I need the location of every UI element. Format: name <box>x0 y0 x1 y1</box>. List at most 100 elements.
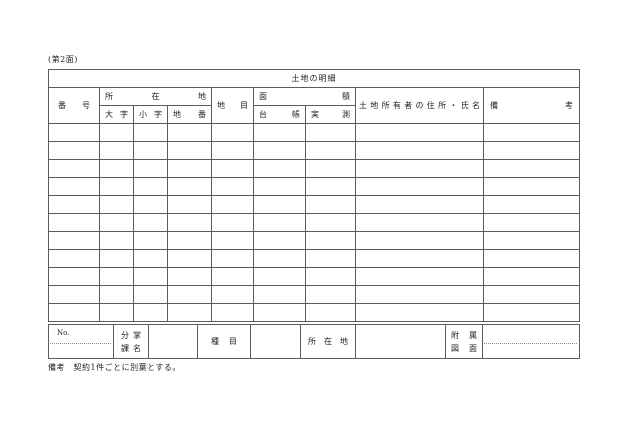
empty-data-cell <box>355 177 484 196</box>
empty-data-cell <box>99 285 134 304</box>
division-label-line1: 分掌 <box>121 330 141 340</box>
no-cell: No. <box>48 324 114 359</box>
empty-data-cell <box>253 123 306 142</box>
empty-data-cell <box>253 195 306 214</box>
empty-data-cell <box>355 213 484 232</box>
attachment-label-cell: 附属 図面 <box>445 324 483 359</box>
empty-data-cell <box>133 141 168 160</box>
col-header-daicho: 台帳 <box>253 105 306 124</box>
title-row: 土地の明細 <box>47 69 581 88</box>
empty-data-cell <box>482 303 581 322</box>
empty-data-cell <box>48 303 100 322</box>
empty-data-cell <box>305 177 356 196</box>
empty-data-cell <box>482 141 581 160</box>
no-dotted-line <box>50 343 111 344</box>
empty-data-cell <box>133 303 168 322</box>
empty-data-row <box>48 123 581 142</box>
empty-data-cell <box>99 303 134 322</box>
empty-data-cell <box>99 123 134 142</box>
empty-data-cell <box>167 195 212 214</box>
col-header-owner: 土地所有者の住所・氏名 <box>355 87 484 124</box>
table-title: 土地の明細 <box>47 69 581 88</box>
empty-data-cell <box>167 177 212 196</box>
empty-data-cell <box>253 267 306 286</box>
empty-data-cell <box>211 285 254 304</box>
empty-data-cell <box>133 123 168 142</box>
division-label-cell: 分掌 課名 <box>113 324 149 359</box>
empty-data-cell <box>48 195 100 214</box>
empty-data-cell <box>99 141 134 160</box>
empty-data-cell <box>211 213 254 232</box>
empty-data-cell <box>99 267 134 286</box>
no-label: No. <box>57 329 70 337</box>
header-row-1: 番号 所在地 地目 面積 土地所有者の住所・氏名 備考 <box>48 87 581 124</box>
empty-data-cell <box>167 141 212 160</box>
empty-data-cell <box>167 213 212 232</box>
col-header-location: 所在地 <box>99 87 212 106</box>
col-header-number: 番号 <box>48 87 100 124</box>
col-header-chimoku: 地目 <box>211 87 254 124</box>
empty-data-cell <box>253 231 306 250</box>
empty-data-cell <box>48 159 100 178</box>
form-note: 備考 契約1件ごとに別葉とする。 <box>48 363 181 372</box>
empty-data-row <box>48 249 581 268</box>
empty-data-cell <box>167 159 212 178</box>
empty-data-cell <box>133 285 168 304</box>
empty-data-cell <box>167 123 212 142</box>
empty-data-cell <box>99 195 134 214</box>
empty-data-cell <box>482 231 581 250</box>
category-value-cell <box>250 324 301 359</box>
empty-data-cell <box>48 213 100 232</box>
footer-location-value-cell <box>355 324 446 359</box>
division-value-cell <box>148 324 198 359</box>
empty-data-cell <box>211 249 254 268</box>
empty-data-row <box>48 213 581 232</box>
empty-data-cell <box>305 267 356 286</box>
empty-data-cell <box>167 267 212 286</box>
empty-data-cell <box>355 249 484 268</box>
col-header-jissoku: 実測 <box>305 105 356 124</box>
empty-data-cell <box>482 249 581 268</box>
empty-data-cell <box>167 303 212 322</box>
empty-data-cell <box>211 231 254 250</box>
empty-data-cell <box>253 249 306 268</box>
empty-data-cell <box>99 213 134 232</box>
empty-data-row <box>48 177 581 196</box>
empty-data-cell <box>167 249 212 268</box>
empty-data-cell <box>253 177 306 196</box>
main-table-body: 土地の明細 番号 所在地 地目 面積 土地所有者の住所・氏名 備考 大字 小字 … <box>47 69 581 322</box>
footer-row: No. 分掌 課名 種目 所在地 附属 図面 <box>48 324 580 359</box>
col-header-remarks: 備考 <box>482 87 581 124</box>
col-header-chiban: 地番 <box>167 105 212 124</box>
empty-data-cell <box>48 249 100 268</box>
empty-data-cell <box>48 123 100 142</box>
empty-data-cell <box>482 267 581 286</box>
empty-data-cell <box>355 195 484 214</box>
footer-table: No. 分掌 課名 種目 所在地 附属 図面 <box>48 324 580 359</box>
empty-data-cell <box>482 159 581 178</box>
empty-data-cell <box>48 267 100 286</box>
empty-data-cell <box>253 285 306 304</box>
empty-data-cell <box>99 231 134 250</box>
empty-data-cell <box>305 123 356 142</box>
empty-data-cell <box>253 303 306 322</box>
empty-data-cell <box>133 231 168 250</box>
empty-data-row <box>48 141 581 160</box>
empty-data-cell <box>482 213 581 232</box>
empty-data-cell <box>305 231 356 250</box>
empty-data-cell <box>253 141 306 160</box>
empty-data-cell <box>482 195 581 214</box>
empty-data-row <box>48 267 581 286</box>
empty-data-cell <box>133 159 168 178</box>
empty-data-cell <box>133 213 168 232</box>
empty-data-cell <box>48 177 100 196</box>
empty-data-cell <box>355 231 484 250</box>
empty-data-cell <box>355 141 484 160</box>
empty-data-cell <box>305 285 356 304</box>
empty-data-cell <box>355 285 484 304</box>
empty-data-row <box>48 231 581 250</box>
empty-data-cell <box>211 123 254 142</box>
empty-data-cell <box>48 141 100 160</box>
category-label-cell: 種目 <box>197 324 251 359</box>
